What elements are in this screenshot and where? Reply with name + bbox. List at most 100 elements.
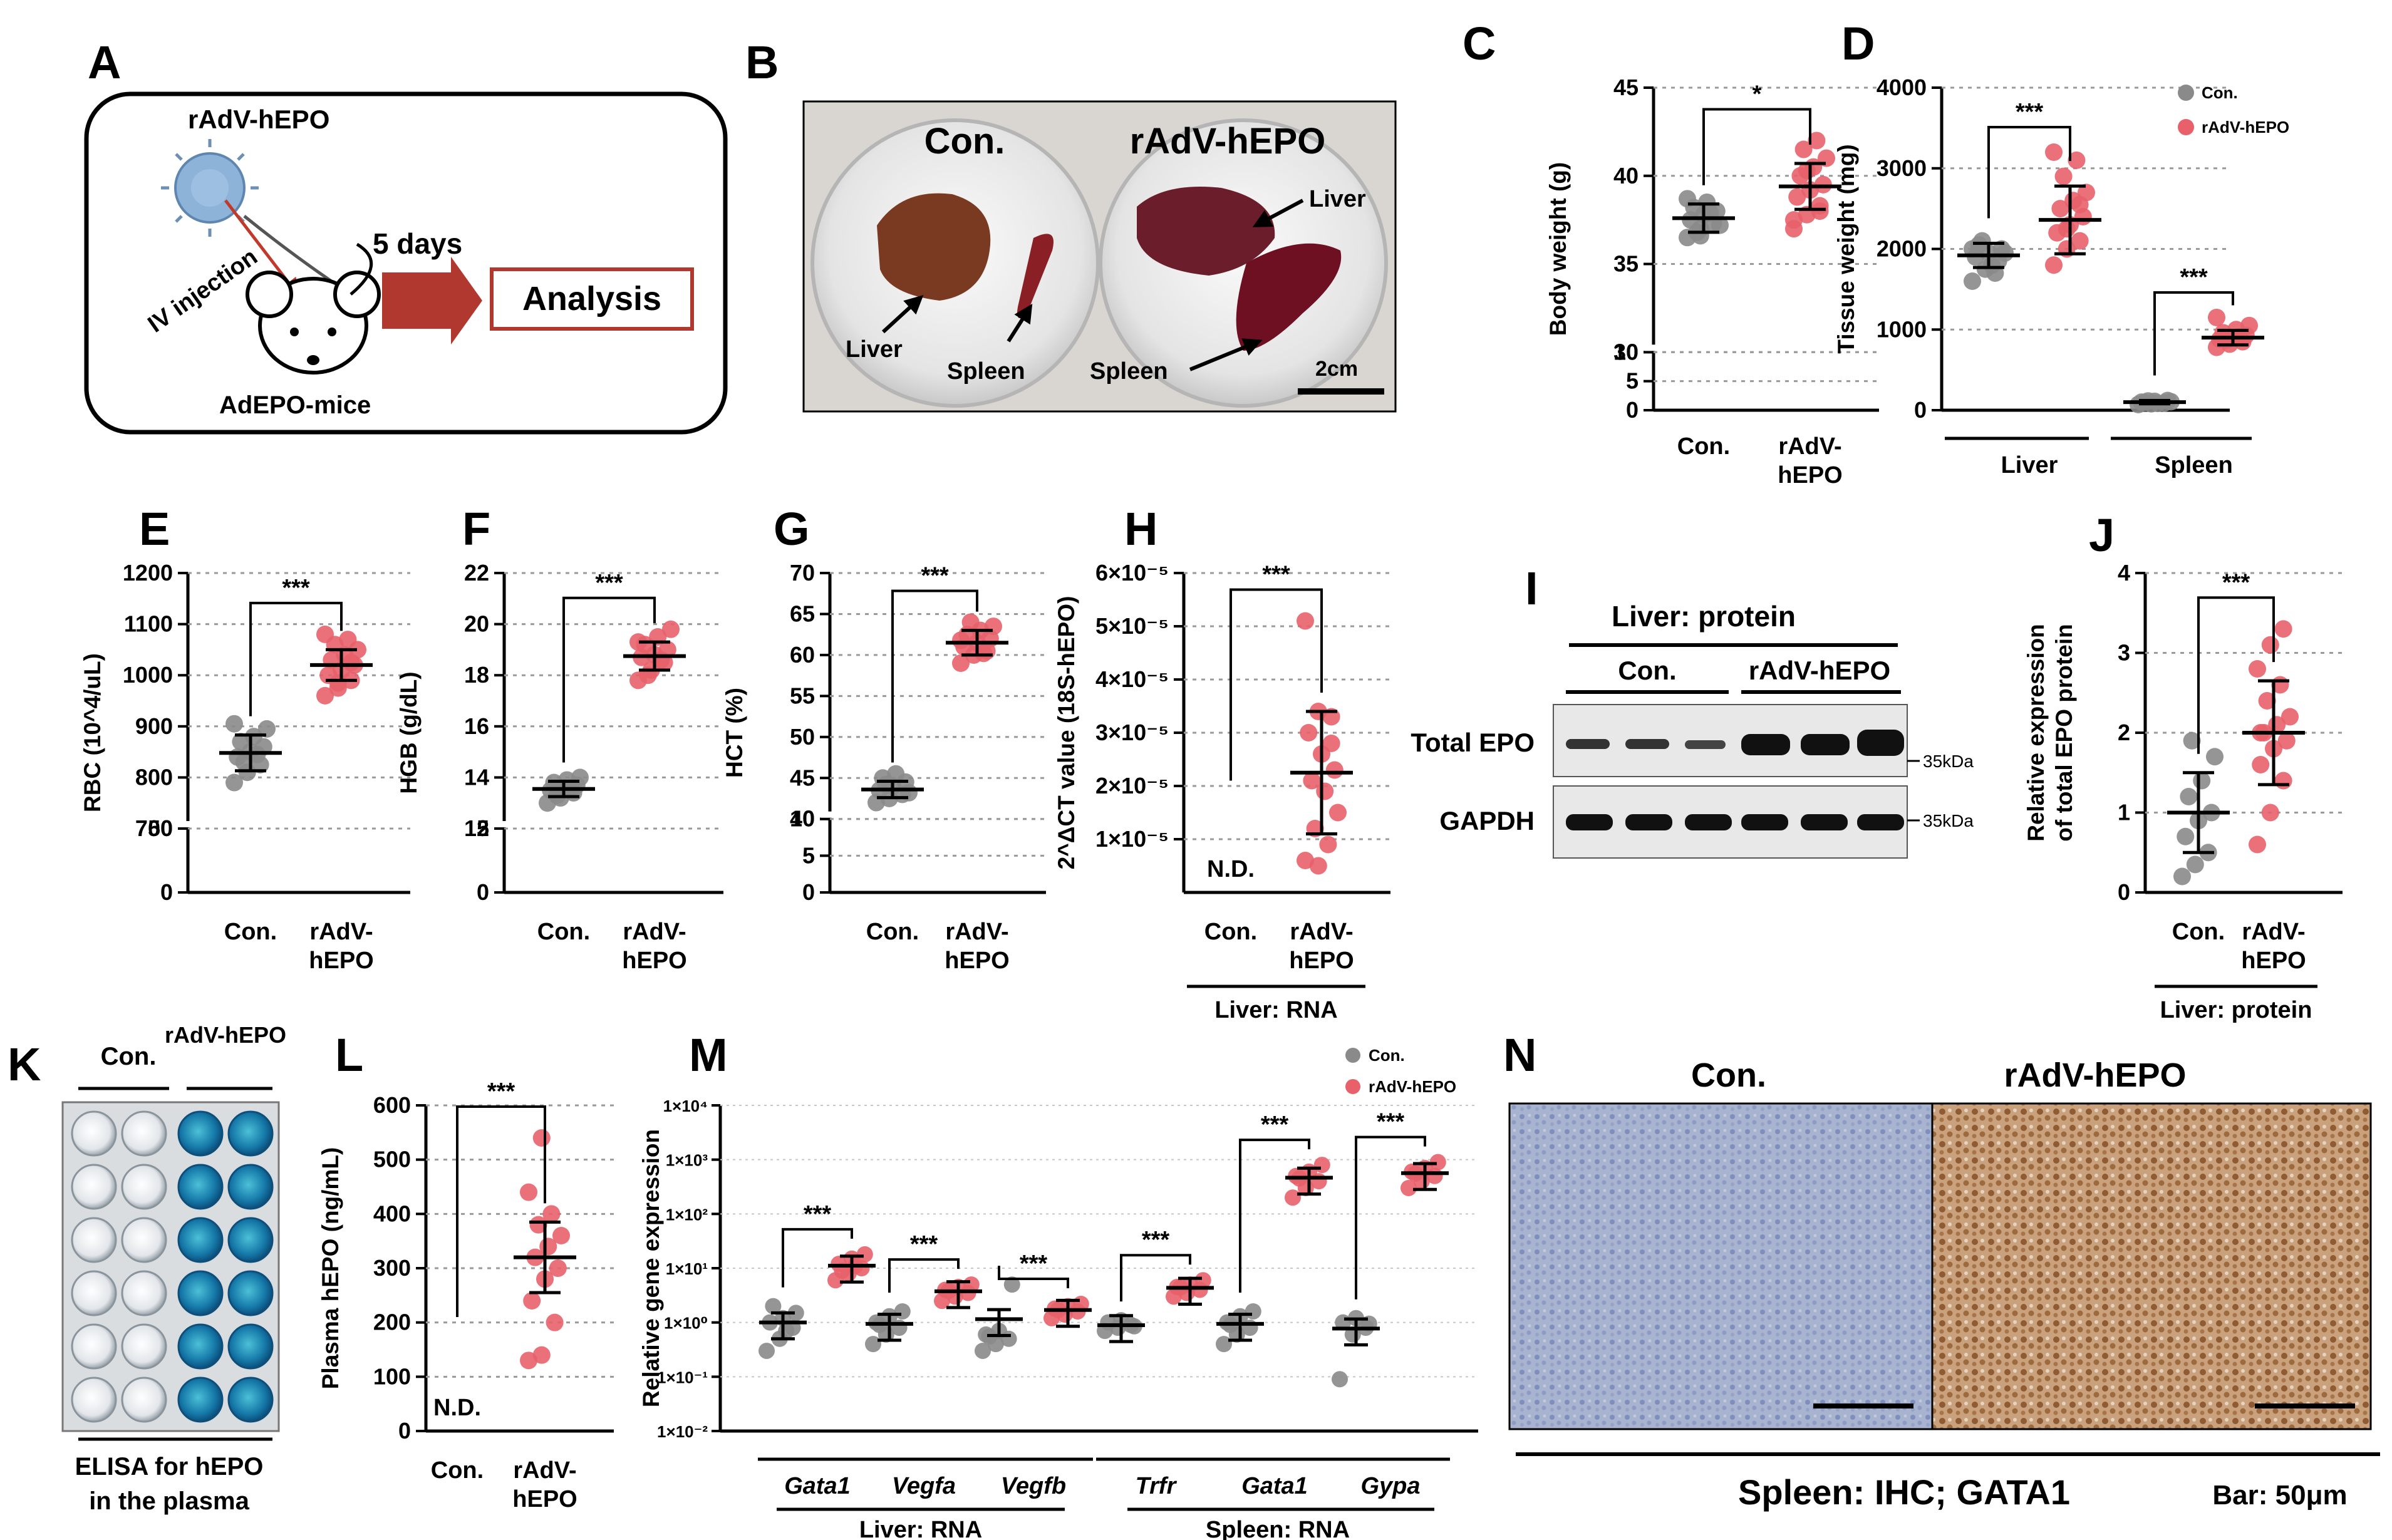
- data-point-treated: [1316, 782, 1334, 800]
- legend-label: Con.: [2202, 83, 2238, 102]
- data-point-treated: [532, 1346, 551, 1364]
- blot-bands: [1566, 730, 1904, 830]
- data-point-treated: [549, 1259, 567, 1277]
- scale-label: 2cm: [1315, 357, 1358, 381]
- elisa-caption-1: ELISA for hEPO: [75, 1453, 264, 1481]
- significance-label: ***: [1261, 1112, 1289, 1138]
- photo-label-treated: rAdV-hEPO: [1130, 121, 1326, 162]
- y-tick-label: 1×10⁻⁵: [1095, 826, 1169, 852]
- data-point-treated: [1811, 202, 1829, 220]
- x-tick-label: rAdV-: [513, 1457, 576, 1484]
- x-tick-label: Spleen: [2155, 452, 2233, 478]
- y-tick-label: 400: [373, 1201, 411, 1226]
- data-point-treated: [2051, 200, 2069, 218]
- data-point-treated: [342, 653, 360, 671]
- y-tick-label: 4×10⁻⁵: [1095, 666, 1169, 692]
- data-point-treated: [2249, 660, 2266, 678]
- data-point-control: [1711, 216, 1729, 234]
- data-point-treated: [856, 1246, 873, 1263]
- panel-label: L: [335, 1029, 363, 1081]
- nd-label: N.D.: [433, 1395, 481, 1421]
- y-axis-title: RBC (10^4/uL): [80, 653, 105, 812]
- liver-control: [877, 193, 991, 301]
- data-point-control: [759, 1342, 775, 1359]
- y-tick-label: 10: [1613, 339, 1639, 364]
- legend-label: rAdV-hEPO: [1369, 1077, 1456, 1096]
- photo-spleen-treated: Spleen: [1090, 358, 1168, 385]
- data-point-treated: [1429, 1154, 1446, 1171]
- y-tick-label: 2: [2118, 720, 2130, 745]
- y-axis-title: HGB (g/dL): [396, 671, 422, 793]
- axis-break-gap: [495, 821, 513, 827]
- y-tick-label: 0: [477, 879, 489, 905]
- data-point-treated: [2261, 804, 2279, 822]
- panel-l: L 0 100 200 300 400 500 600 Plasma hEPO (ng/mL) N…: [318, 1029, 614, 1512]
- data-point-treated: [1785, 211, 1803, 229]
- panel-b-label: B: [745, 36, 779, 88]
- y-tick-label: 5: [802, 842, 815, 868]
- data-point-treated: [520, 1183, 537, 1201]
- y-axis-title: Relative expression: [2023, 624, 2049, 842]
- y-tick-label: 30: [1613, 339, 1639, 364]
- panel-label: G: [774, 503, 810, 555]
- significance-bracket: [1239, 1139, 1310, 1293]
- y-tick-label: 2000: [1877, 236, 1927, 262]
- data-point-treated: [2054, 167, 2073, 185]
- y-tick-label: 12: [464, 815, 489, 841]
- x-tick-label: Con.: [537, 919, 590, 945]
- y-tick-label: 0: [1914, 397, 1927, 423]
- x-tick-label: hEPO: [1778, 462, 1842, 488]
- data-point-treated: [1285, 1189, 1301, 1206]
- data-point-control: [1003, 1276, 1020, 1293]
- x-tick-label: rAdV-: [1778, 433, 1841, 460]
- y-tick-label: 65: [790, 601, 815, 626]
- analysis-box: [490, 267, 694, 331]
- blot-header: Liver: protein: [1612, 600, 1796, 633]
- route-label: IV injection: [143, 244, 262, 338]
- data-point-treated: [1297, 612, 1314, 630]
- significance-bracket: [888, 1258, 960, 1293]
- significance-bracket: [1120, 1254, 1191, 1302]
- blot-band-epo: Total EPO: [1411, 728, 1535, 757]
- group-bracket-label: Spleen: RNA: [1206, 1517, 1350, 1540]
- y-tick-label: 1×10²: [666, 1205, 708, 1224]
- panel-label: M: [689, 1029, 728, 1081]
- photo-label-con: Con.: [924, 121, 1005, 162]
- y-tick-label: 0: [802, 879, 815, 905]
- arrow-liver-treated: [1252, 199, 1304, 227]
- data-point-control: [2180, 788, 2198, 805]
- data-point-treated: [2258, 692, 2276, 710]
- x-tick-label: Gata1: [784, 1473, 851, 1499]
- data-point-treated: [2071, 232, 2089, 250]
- x-tick-label: rAdV-: [309, 919, 373, 945]
- data-point-treated: [2045, 143, 2063, 161]
- duration-label: 5 days: [373, 227, 462, 260]
- data-point-treated: [2274, 772, 2292, 790]
- significance-label: ***: [595, 570, 623, 596]
- significance-bracket: [456, 1105, 546, 1317]
- y-tick-label: 50: [148, 815, 173, 841]
- significance-label: ***: [921, 563, 949, 589]
- ihc-image-treated: [1932, 1103, 2371, 1429]
- data-point-treated: [1794, 140, 1813, 158]
- x-tick-label: hEPO: [309, 948, 373, 974]
- legend-marker-control: [1345, 1048, 1360, 1063]
- legend-label: Con.: [1369, 1046, 1405, 1065]
- data-point-treated: [1303, 772, 1321, 790]
- data-point-treated: [2274, 620, 2292, 638]
- y-tick-label: 5: [1626, 368, 1639, 394]
- panel-label: D: [1841, 18, 1875, 70]
- significance-bracket: [1230, 588, 1323, 781]
- axis-break-gap: [179, 821, 197, 827]
- x-tick-label: Con.: [866, 919, 919, 945]
- data-point-treated: [2058, 220, 2076, 238]
- y-tick-label: 1000: [123, 662, 173, 688]
- significance-label: ***: [2222, 569, 2250, 596]
- panel-label: H: [1124, 503, 1157, 555]
- y-axis-title: Body weight (g): [1545, 162, 1571, 336]
- data-point-treated: [532, 1129, 551, 1147]
- panel-label: C: [1463, 18, 1496, 70]
